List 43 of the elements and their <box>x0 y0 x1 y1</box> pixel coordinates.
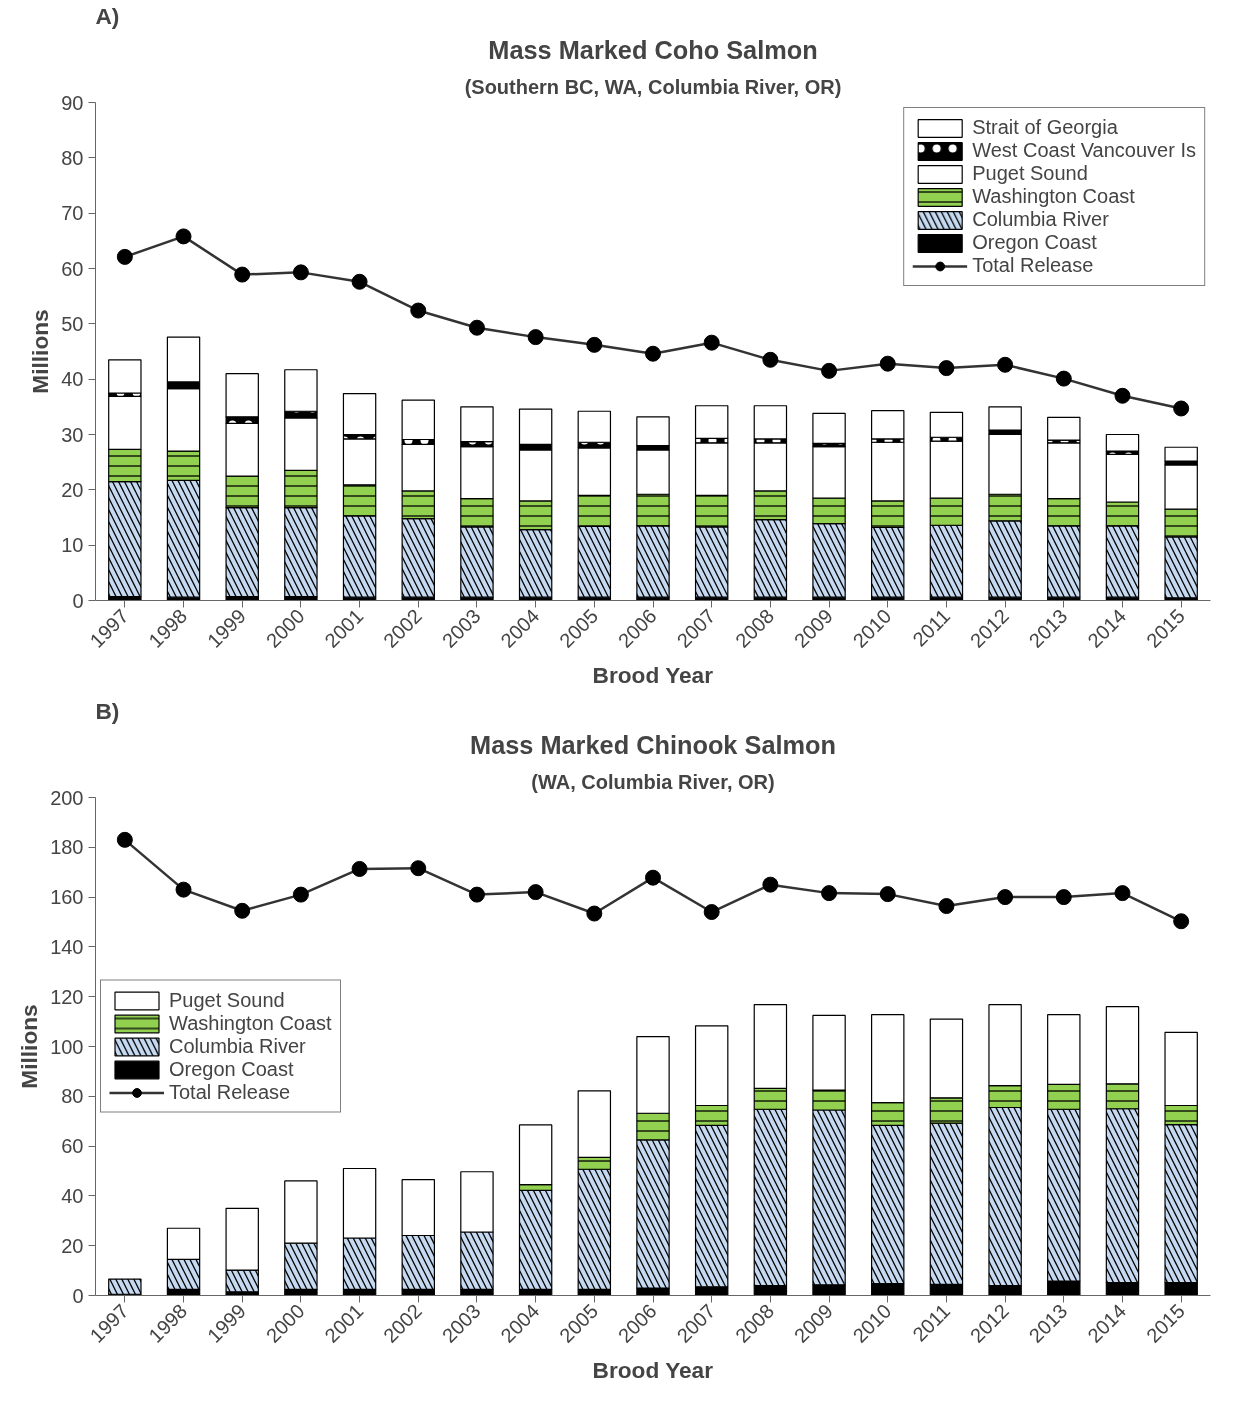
y-tick-label: 20 <box>61 1234 84 1257</box>
chart-title: Mass Marked Coho Salmon <box>488 35 818 64</box>
legend-label: Washington Coast <box>972 185 1135 208</box>
y-tick-label: 0 <box>72 1284 84 1307</box>
x-axis-title: Brood Year <box>592 1356 714 1383</box>
y-tick-label: 80 <box>61 1085 84 1108</box>
y-tick-label: 120 <box>50 985 84 1008</box>
y-tick-label: 160 <box>50 886 84 909</box>
y-tick-label: 200 <box>50 786 84 809</box>
y-tick-label: 20 <box>61 478 84 501</box>
y-tick-label: 70 <box>61 202 84 225</box>
legend-label: Oregon Coast <box>972 231 1097 254</box>
y-axis-title: Millions <box>16 1004 43 1089</box>
y-tick-label: 0 <box>72 589 84 612</box>
legend-label: Washington Coast <box>169 1011 332 1035</box>
y-tick-label: 30 <box>61 423 84 446</box>
legend-label: Oregon Coast <box>169 1057 294 1081</box>
y-tick-label: 140 <box>50 935 84 958</box>
legend-label: Strait of Georgia <box>972 116 1118 139</box>
y-tick-label: 40 <box>61 1184 84 1207</box>
y-tick-label: 10 <box>61 534 84 557</box>
chart-subtitle: (WA, Columbia River, OR) <box>531 770 775 793</box>
y-tick-label: 90 <box>61 91 84 114</box>
legend-label: Columbia River <box>972 208 1109 231</box>
chart-subtitle: (Southern BC, WA, Columbia River, OR) <box>464 75 842 98</box>
legend-label: Total Release <box>972 254 1094 277</box>
legend-label: Columbia River <box>169 1034 306 1058</box>
y-tick-label: 100 <box>50 1035 84 1058</box>
y-tick-label: 60 <box>61 257 84 280</box>
chart-title: Mass Marked Chinook Salmon <box>470 730 836 759</box>
legend-label: Puget Sound <box>972 162 1088 185</box>
text: A) <box>95 2 120 29</box>
y-tick-label: 40 <box>61 368 84 391</box>
y-tick-label: 80 <box>61 146 84 169</box>
y-tick-label: 180 <box>50 836 84 859</box>
text: B) <box>95 697 120 724</box>
y-axis-title: Millions <box>27 309 54 394</box>
legend-label: Puget Sound <box>169 988 285 1012</box>
y-tick-label: 50 <box>61 312 84 335</box>
legend-label: West Coast Vancouver Is <box>972 139 1196 162</box>
y-tick-label: 60 <box>61 1135 84 1158</box>
x-axis-title: Brood Year <box>592 661 714 688</box>
legend-label: Total Release <box>169 1080 291 1104</box>
